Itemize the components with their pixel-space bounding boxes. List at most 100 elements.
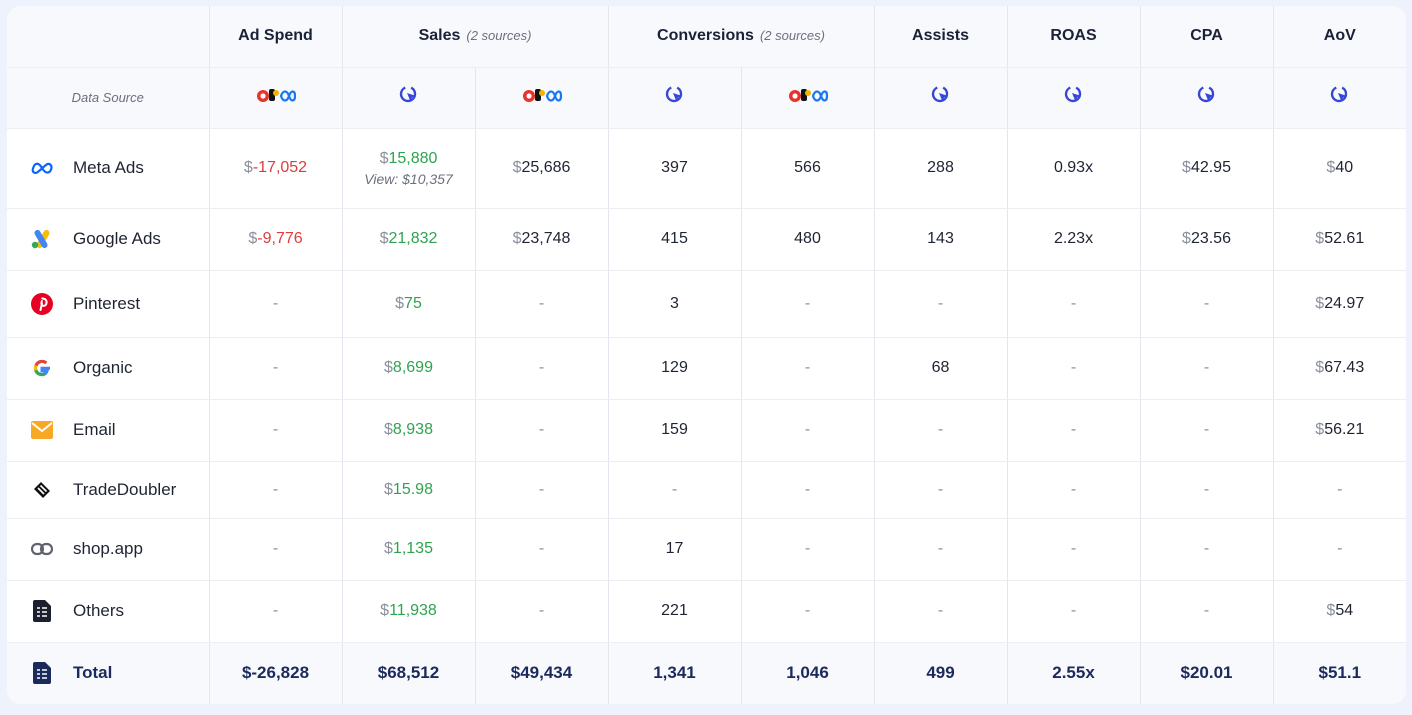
table-cell: 2.23x [1007, 208, 1141, 271]
data-source-cell [874, 67, 1008, 129]
table-row[interactable]: TradeDoubler - $15.98 - - - - - - - [7, 461, 1406, 519]
number-value: 288 [927, 159, 954, 176]
currency-symbol: $ [379, 230, 389, 247]
channel-name: Google Ads [73, 229, 161, 248]
channel-cell[interactable]: Email [7, 399, 210, 462]
currency-symbol: $ [1326, 602, 1336, 619]
document-icon [31, 600, 53, 622]
empty-value: - [272, 480, 279, 498]
channel: Others [31, 600, 209, 622]
channel: Email [31, 419, 209, 441]
table-row[interactable]: Others - $11,938 - 221 - - - - $54 [7, 580, 1406, 643]
table-cell: - [741, 399, 875, 462]
empty-value: - [272, 602, 279, 619]
money-value: $8,699 [343, 359, 475, 377]
table-cell: 397 [608, 128, 742, 209]
table-cell: 129 [608, 337, 742, 400]
empty-value: - [671, 480, 678, 498]
header-cpa[interactable]: CPA [1140, 6, 1274, 68]
channel-cell[interactable]: Organic [7, 337, 210, 400]
table-cell: 143 [874, 208, 1008, 271]
table-row[interactable]: shop.app - $1,135 - 17 - - - - - [7, 518, 1406, 581]
money-value: $21,832 [343, 230, 475, 248]
currency-symbol: $ [1315, 421, 1325, 438]
amount: 11,938 [389, 602, 437, 619]
attribution-cursor-icon [930, 84, 952, 106]
header-assists[interactable]: Assists [874, 6, 1008, 68]
table-cell: - [874, 580, 1008, 643]
total-cell: 499 [874, 642, 1008, 704]
table-cell: $-17,052 [209, 128, 343, 209]
table-row[interactable]: Meta Ads $-17,052 $15,880 View: $10,357 $25,… [7, 128, 1406, 209]
table-cell: - [209, 580, 343, 643]
total-sales1: $68,512 [377, 663, 440, 683]
money-value: $56.21 [1274, 421, 1406, 439]
number-value: 480 [794, 230, 821, 247]
link-icon [31, 538, 53, 560]
table-row[interactable]: Organic - $8,699 - 129 - 68 - - $67.43 [7, 337, 1406, 400]
header-label: ROAS [1050, 27, 1097, 45]
table-cell: - [475, 399, 609, 462]
table-cell: - [209, 461, 343, 519]
empty-value: - [272, 359, 279, 376]
table-cell: - [1007, 518, 1141, 581]
table-cell: $-9,776 [209, 208, 343, 271]
attribution-cursor-icon [398, 84, 420, 106]
header-label: AoV [1323, 27, 1356, 45]
table-cell: - [475, 461, 609, 519]
table-cell: - [475, 337, 609, 400]
header-sales[interactable]: Sales (2 sources) [342, 6, 609, 68]
channel-name: TradeDoubler [73, 479, 177, 499]
total-label: Total [73, 663, 113, 683]
amount: 25,686 [521, 159, 571, 176]
empty-value: - [1070, 294, 1077, 312]
channel-name: Meta Ads [73, 158, 144, 177]
empty-value: - [1203, 294, 1210, 312]
channel-cell[interactable]: Google Ads [7, 208, 210, 271]
channel-cell[interactable]: Pinterest [7, 270, 210, 338]
header-ad-spend[interactable]: Ad Spend [209, 6, 343, 68]
header-roas[interactable]: ROAS [1007, 6, 1141, 68]
channel: Meta Ads [31, 157, 209, 179]
channel-cell[interactable]: Others [7, 580, 210, 643]
platform-logos-icon [521, 86, 563, 104]
table-cell: - [475, 518, 609, 581]
header-conversions[interactable]: Conversions (2 sources) [608, 6, 875, 68]
empty-value: - [1070, 540, 1077, 557]
channel-cell[interactable]: shop.app [7, 518, 210, 581]
empty-value: - [804, 540, 811, 557]
table-cell: - [209, 399, 343, 462]
attribution-cursor-icon [1329, 84, 1351, 106]
empty-value: - [937, 540, 944, 557]
number-value: 68 [931, 359, 950, 376]
empty-value: - [538, 540, 545, 557]
header-aov[interactable]: AoV [1273, 6, 1406, 68]
table-cell: 415 [608, 208, 742, 271]
currency-symbol: $ [1315, 359, 1325, 376]
view-through-value: View: $10,357 [364, 170, 453, 187]
empty-value: - [1203, 421, 1210, 438]
channel: Google Ads [31, 228, 209, 250]
empty-value: - [1070, 480, 1077, 498]
table-row[interactable]: Email - $8,938 - 159 - - - - $56.21 [7, 399, 1406, 462]
google-icon [31, 357, 53, 379]
table-cell: 221 [608, 580, 742, 643]
header-sub: (2 sources) [759, 28, 825, 44]
table-cell: - [1140, 461, 1274, 519]
table-cell: - [1007, 337, 1141, 400]
channel-cell[interactable]: TradeDoubler [7, 461, 210, 519]
empty-value: - [937, 602, 944, 619]
table-row[interactable]: Pinterest - $75 - 3 - - - - $24.97 [7, 270, 1406, 338]
data-source-cell [1140, 67, 1274, 129]
table-cell: 17 [608, 518, 742, 581]
currency-symbol: $ [384, 480, 393, 498]
channel-cell[interactable]: Meta Ads [7, 128, 210, 209]
money-value: $15,880 [343, 150, 475, 168]
empty-value: - [804, 421, 811, 438]
table-cell: - [741, 337, 875, 400]
currency-symbol: $ [1182, 230, 1191, 247]
amount: 23.56 [1190, 230, 1231, 247]
data-source-label: Data Source [71, 89, 144, 105]
currency-symbol: $ [1315, 294, 1325, 312]
table-row[interactable]: Google Ads $-9,776 $21,832 $23,748 415 480 143… [7, 208, 1406, 271]
